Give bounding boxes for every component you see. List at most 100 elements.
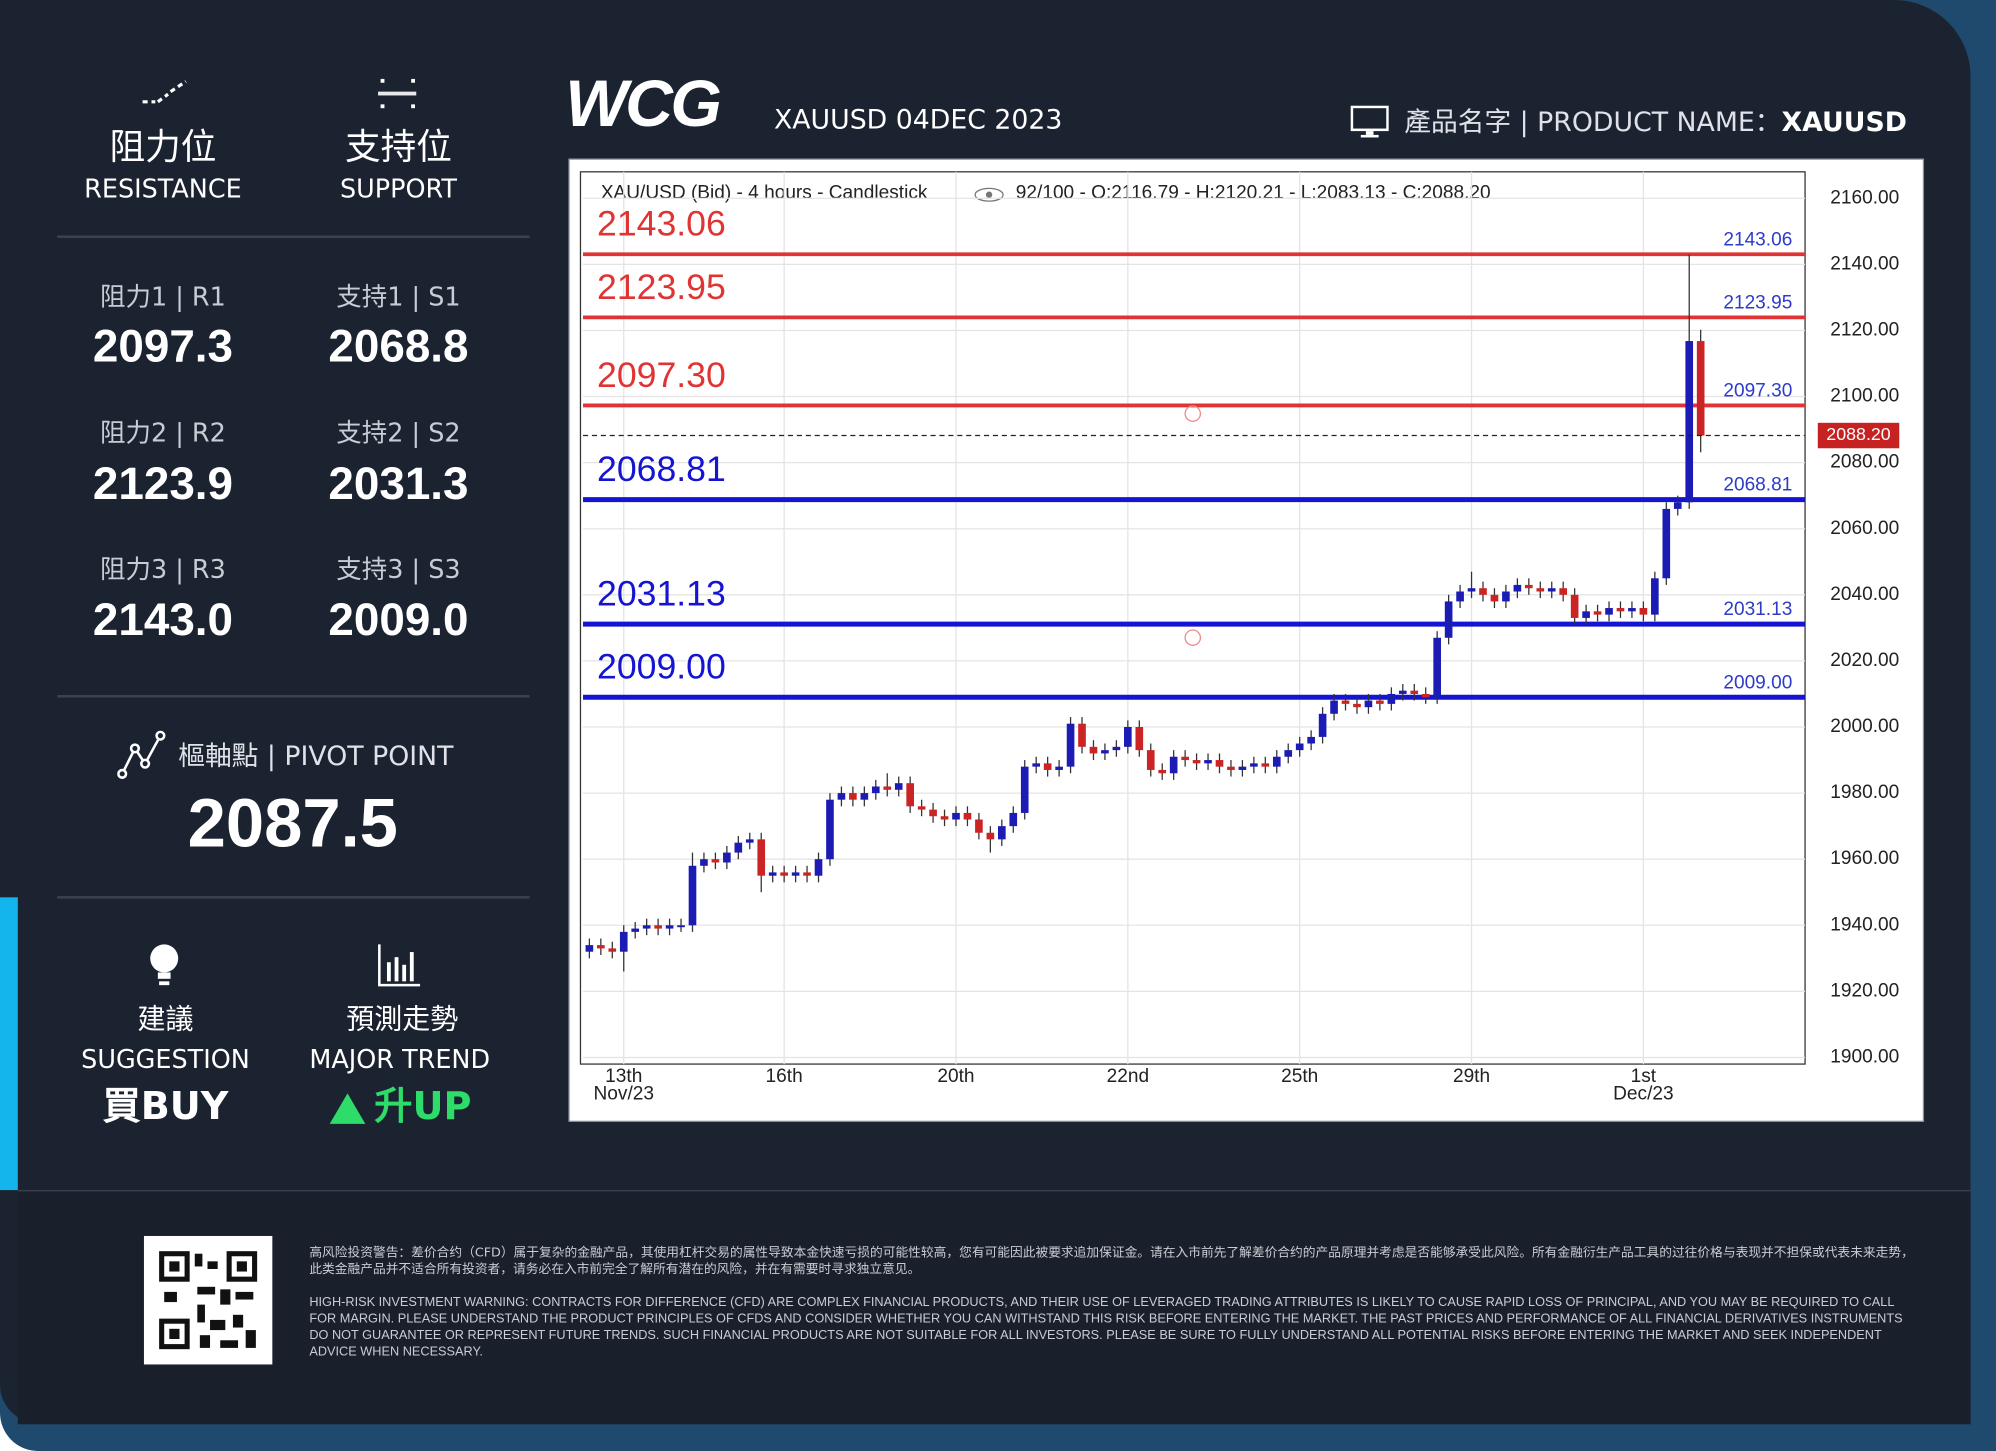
level-tag: 2068.81: [1723, 475, 1792, 496]
y-tick-label: 1940.00: [1830, 914, 1899, 935]
candle-body: [1582, 611, 1590, 618]
resistance-zh: 阻力位: [109, 126, 217, 169]
candle-body: [1032, 763, 1041, 767]
x-tick-label: 16th: [766, 1066, 803, 1087]
candle-body: [1146, 750, 1155, 770]
candle-body: [1192, 760, 1201, 764]
candle-body: [1651, 578, 1659, 615]
candle-body: [780, 872, 788, 876]
candle-body: [871, 786, 880, 794]
y-tick-label: 2020.00: [1830, 650, 1899, 671]
y-tick-label: 2080.00: [1830, 452, 1899, 473]
candle-body: [1605, 608, 1613, 615]
marker: [1184, 405, 1202, 422]
pivot-value: 2087.5: [187, 785, 398, 862]
candle-body: [986, 832, 995, 840]
candle-body: [585, 945, 594, 952]
last-price-tag: [1817, 422, 1900, 449]
candle-body: [1628, 608, 1636, 612]
candle-body: [1490, 594, 1499, 602]
suggestion-value: 買BUY: [102, 1084, 229, 1129]
candle-body: [1673, 502, 1682, 509]
candle-body: [860, 793, 869, 800]
level-label: 2009.00: [597, 647, 726, 687]
y-tick-label: 1960.00: [1830, 848, 1899, 869]
support-icon: [378, 78, 417, 109]
candle-body: [597, 945, 605, 949]
level-tag: 2031.13: [1723, 599, 1792, 620]
level-tag: 2143.06: [1723, 229, 1792, 250]
candle-body: [1593, 611, 1602, 615]
candle-body: [654, 925, 662, 929]
level-label: 阻力3 | R3: [100, 553, 226, 585]
monitor-icon: [1350, 105, 1389, 138]
support-en: SUPPORT: [339, 173, 457, 204]
level-label: 阻力1 | R1: [100, 281, 226, 312]
candle-body: [906, 783, 914, 807]
level-value: 2123.9: [92, 456, 234, 510]
y-tick-label: 1980.00: [1830, 782, 1899, 803]
suggestion-zh: 建議: [137, 1004, 194, 1037]
candle-body: [1536, 588, 1545, 592]
product-label: 產品名字 | PRODUCT NAME：: [1404, 106, 1782, 137]
candle-body: [1250, 763, 1258, 767]
candle-body: [1066, 723, 1075, 767]
eye-icon: [974, 187, 1004, 202]
candle-body: [975, 819, 983, 833]
candle-body: [1261, 763, 1270, 767]
candle-body: [837, 793, 846, 800]
candle-body: [1112, 746, 1121, 751]
x-tick-label: 13th Nov/23: [594, 1066, 654, 1105]
candle-body: [1043, 763, 1052, 770]
candle-body: [1330, 700, 1338, 714]
bulb-icon: [150, 944, 179, 986]
candle-body: [1204, 760, 1212, 764]
candle-body: [1318, 713, 1327, 737]
y-tick-label: 2140.00: [1830, 253, 1899, 274]
candle-body: [803, 872, 811, 876]
candle-body: [814, 859, 823, 876]
marker: [1184, 629, 1202, 646]
candle-body: [791, 872, 800, 876]
y-tick-label: 2060.00: [1830, 518, 1899, 539]
divider: [57, 896, 530, 899]
product-row: 產品名字 | PRODUCT NAME： XAUUSD: [1350, 105, 1907, 139]
y-tick-label: 2100.00: [1830, 386, 1899, 407]
candle-body: [1433, 637, 1441, 698]
candle-body: [1456, 591, 1464, 602]
level-value: 2143.0: [92, 593, 234, 646]
candle-body: [1376, 700, 1384, 704]
support-zh: 支持位: [344, 126, 452, 169]
level-label: 阻力2 | R2: [100, 417, 226, 449]
candle-body: [1559, 588, 1568, 595]
candle-body: [1398, 690, 1407, 694]
candle-body: [1662, 508, 1671, 579]
candle-body: [1570, 594, 1579, 618]
candle-body: [1696, 341, 1705, 436]
level-value: 2068.8: [328, 319, 469, 372]
candle-body: [665, 925, 674, 929]
report-title: XAUUSD 04DEC 2023: [773, 104, 1063, 135]
candle-body: [631, 928, 640, 932]
level-label: 2068.81: [597, 449, 726, 489]
level-label: 支持2 | S2: [336, 417, 461, 449]
candle-body: [1444, 601, 1453, 638]
level-value: 2009.0: [328, 593, 469, 646]
suggestion-en: SUGGESTION: [81, 1043, 250, 1075]
level-label: 2123.95: [597, 267, 726, 307]
level-label: 2097.30: [597, 355, 726, 395]
qr-code: [143, 1235, 273, 1365]
resistance-en: RESISTANCE: [84, 173, 242, 204]
candle-body: [917, 806, 926, 810]
candle-body: [700, 859, 708, 866]
level-tag: 2123.95: [1723, 292, 1792, 313]
trend-value: 升UP: [374, 1084, 472, 1129]
candle-body: [940, 816, 949, 820]
candle-body: [998, 826, 1006, 840]
candle-body: [1341, 700, 1350, 704]
x-tick-label: 29th: [1453, 1066, 1490, 1087]
chart-title: XAU/USD (Bid) - 4 hours - Candlestick: [601, 183, 928, 204]
candle-body: [1181, 756, 1189, 761]
x-tick-label: 25th: [1281, 1066, 1318, 1087]
candle-body: [963, 812, 972, 820]
